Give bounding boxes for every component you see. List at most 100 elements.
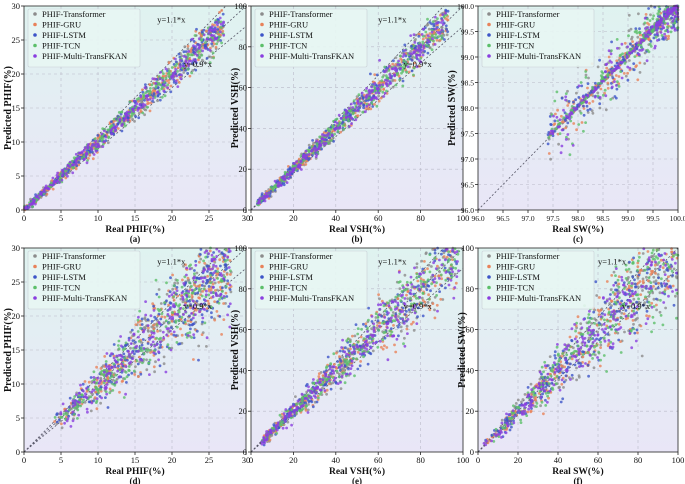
scatter-point — [596, 65, 600, 69]
y-tick-label: 98.0 — [461, 104, 474, 113]
scatter-point — [564, 138, 568, 141]
scatter-point — [99, 367, 103, 370]
y-tick-label: 100 — [234, 1, 247, 11]
scatter-point — [56, 171, 59, 175]
scatter-point — [582, 129, 585, 133]
scatter-point — [167, 72, 170, 76]
scatter-point — [351, 112, 355, 116]
scatter-point — [317, 145, 321, 149]
scatter-point — [388, 82, 391, 86]
scatter-point — [116, 358, 120, 362]
ref-line-label: y=0.9*x — [184, 59, 213, 69]
scatter-point — [174, 64, 177, 68]
legend-marker — [33, 33, 37, 37]
scatter-point — [190, 284, 193, 288]
y-tick-label: 10 — [12, 137, 21, 147]
scatter-point — [200, 30, 204, 34]
scatter-point — [586, 82, 590, 85]
ref-line-label: y=1.1*x — [157, 256, 186, 266]
scatter-point — [585, 104, 589, 108]
scatter-point — [615, 87, 619, 91]
scatter-point — [133, 104, 137, 108]
legend-marker — [33, 54, 37, 58]
scatter-point — [184, 55, 188, 59]
scatter-point — [598, 102, 602, 106]
legend-label: PHIF-TCN — [42, 41, 80, 51]
scatter-point — [350, 122, 353, 125]
scatter-point — [437, 28, 441, 32]
scatter-point — [373, 103, 376, 106]
scatter-point — [605, 62, 609, 66]
scatter-point — [662, 26, 666, 30]
scatter-point — [228, 259, 232, 262]
scatter-point — [219, 279, 223, 283]
scatter-point — [71, 419, 75, 423]
scatter-point — [67, 405, 71, 409]
ref-line-label: y=0.9*x — [184, 301, 213, 311]
x-tick-label: 25 — [205, 213, 214, 223]
legend-marker — [487, 22, 491, 27]
scatter-point — [642, 39, 645, 42]
scatter-point — [44, 186, 47, 190]
scatter-point — [226, 279, 230, 283]
scatter-point — [162, 355, 166, 359]
scatter-point — [206, 48, 210, 51]
scatter-point — [177, 310, 181, 314]
scatter-point — [437, 35, 440, 39]
scatter-point — [89, 409, 93, 413]
scatter-point — [103, 379, 107, 383]
scatter-point — [171, 311, 175, 315]
scatter-point — [190, 295, 194, 299]
scatter-point — [388, 73, 392, 76]
scatter-point — [547, 152, 551, 155]
scatter-point — [643, 16, 647, 20]
scatter-point — [164, 370, 168, 374]
scatter-point — [158, 322, 162, 326]
scatter-point — [579, 81, 583, 84]
scatter-point — [204, 255, 208, 259]
x-tick-label: 30 — [242, 213, 251, 223]
scatter-point — [667, 37, 670, 40]
scatter-point — [197, 58, 200, 62]
scatter-point — [102, 140, 106, 144]
scatter-point — [176, 85, 180, 88]
scatter-point — [172, 303, 176, 306]
scatter-point — [111, 382, 114, 386]
scatter-point — [66, 174, 69, 178]
panel-label: (a) — [130, 234, 141, 244]
scatter-point — [188, 323, 192, 327]
scatter-point — [228, 302, 232, 306]
scatter-point — [150, 331, 154, 335]
scatter-point — [120, 358, 124, 362]
x-tick-label: 10 — [94, 213, 103, 223]
scatter-point — [412, 329, 416, 332]
scatter-point — [288, 166, 292, 170]
scatter-point — [663, 10, 666, 14]
scatter-point — [347, 112, 350, 115]
scatter-point — [124, 341, 128, 345]
scatter-point — [212, 291, 215, 294]
scatter-point — [194, 52, 197, 55]
scatter-point — [126, 349, 130, 353]
scatter-point — [110, 352, 113, 356]
scatter-point — [128, 355, 132, 359]
scatter-point — [326, 127, 330, 131]
scatter-point — [168, 301, 172, 305]
scatter-point — [635, 29, 638, 33]
scatter-point — [614, 74, 618, 77]
scatter-point — [391, 311, 395, 314]
scatter-point — [155, 336, 159, 340]
scatter-point — [86, 410, 89, 414]
scatter-point — [57, 418, 61, 421]
scatter-point — [299, 159, 303, 163]
scatter-point — [149, 314, 153, 318]
scatter-point — [178, 58, 182, 62]
scatter-point — [186, 276, 190, 280]
legend-marker — [260, 33, 264, 37]
scatter-point — [107, 379, 111, 383]
scatter-point — [207, 285, 211, 288]
scatter-point — [100, 396, 103, 400]
scatter-point — [53, 420, 56, 423]
scatter-point — [120, 344, 123, 348]
